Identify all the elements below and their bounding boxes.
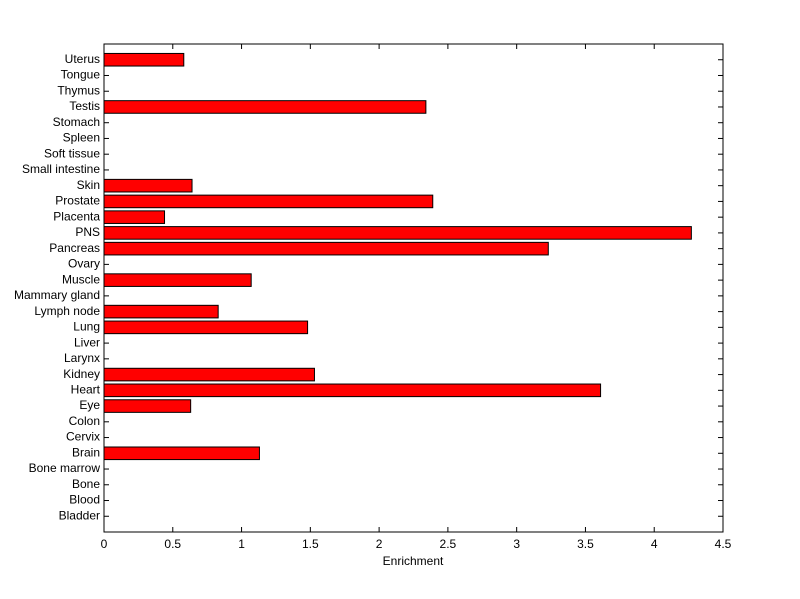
y-tick-label: Testis (69, 99, 100, 113)
y-tick-label: Stomach (53, 115, 100, 129)
y-tick-label: Lymph node (34, 304, 100, 318)
x-axis-label: Enrichment (383, 554, 444, 568)
x-tick-label: 4 (651, 537, 658, 551)
y-tick-label: Muscle (62, 272, 100, 286)
y-tick-label: Tongue (61, 68, 101, 82)
y-tick-label: Kidney (63, 367, 100, 381)
x-tick-label: 0.5 (164, 537, 181, 551)
bar (103, 399, 192, 413)
y-tick-label: Blood (69, 493, 100, 507)
bar (103, 383, 602, 398)
bar (103, 241, 549, 256)
y-tick-label: Bone (72, 477, 100, 491)
y-tick-label: Pancreas (49, 241, 100, 255)
x-tick-label: 1.5 (302, 537, 319, 551)
y-tick-label: Bone marrow (29, 461, 101, 475)
bar (103, 446, 260, 461)
y-tick-label: Eye (79, 398, 100, 412)
bar (103, 304, 219, 319)
x-tick-label: 3.5 (577, 537, 594, 551)
x-tick-label: 2 (376, 537, 383, 551)
bar (103, 320, 309, 335)
y-tick-label: Skin (77, 178, 100, 192)
y-tick-label: Soft tissue (44, 146, 100, 160)
bar (103, 226, 692, 240)
bar (103, 367, 315, 382)
y-tick-label: Lung (73, 320, 100, 334)
bar (103, 210, 166, 224)
y-tick-label: Thymus (57, 83, 100, 97)
x-tick-label: 3 (513, 537, 520, 551)
y-tick-label: Placenta (53, 209, 100, 223)
bar (103, 100, 427, 114)
y-tick-label: Larynx (64, 351, 100, 365)
bar (103, 52, 185, 67)
y-tick-label: Bladder (59, 508, 100, 522)
y-tick-label: Ovary (68, 257, 100, 271)
y-tick-label: Small intestine (22, 162, 100, 176)
x-tick-label: 4.5 (715, 537, 732, 551)
bar (103, 273, 252, 287)
y-tick-label: PNS (75, 225, 100, 239)
y-tick-label: Prostate (55, 194, 100, 208)
y-tick-label: Brain (72, 445, 100, 459)
y-tick-label: Mammary gland (14, 288, 100, 302)
x-tick-label: 0 (101, 537, 108, 551)
x-tick-label: 2.5 (440, 537, 457, 551)
bar (103, 194, 434, 209)
y-tick-label: Cervix (66, 430, 100, 444)
y-tick-label: Heart (71, 382, 101, 396)
y-tick-label: Colon (69, 414, 100, 428)
x-tick-label: 1 (238, 537, 245, 551)
y-tick-label: Uterus (65, 52, 100, 66)
y-tick-label: Liver (74, 335, 100, 349)
y-tick-label: Spleen (63, 131, 100, 145)
bar (103, 178, 193, 193)
